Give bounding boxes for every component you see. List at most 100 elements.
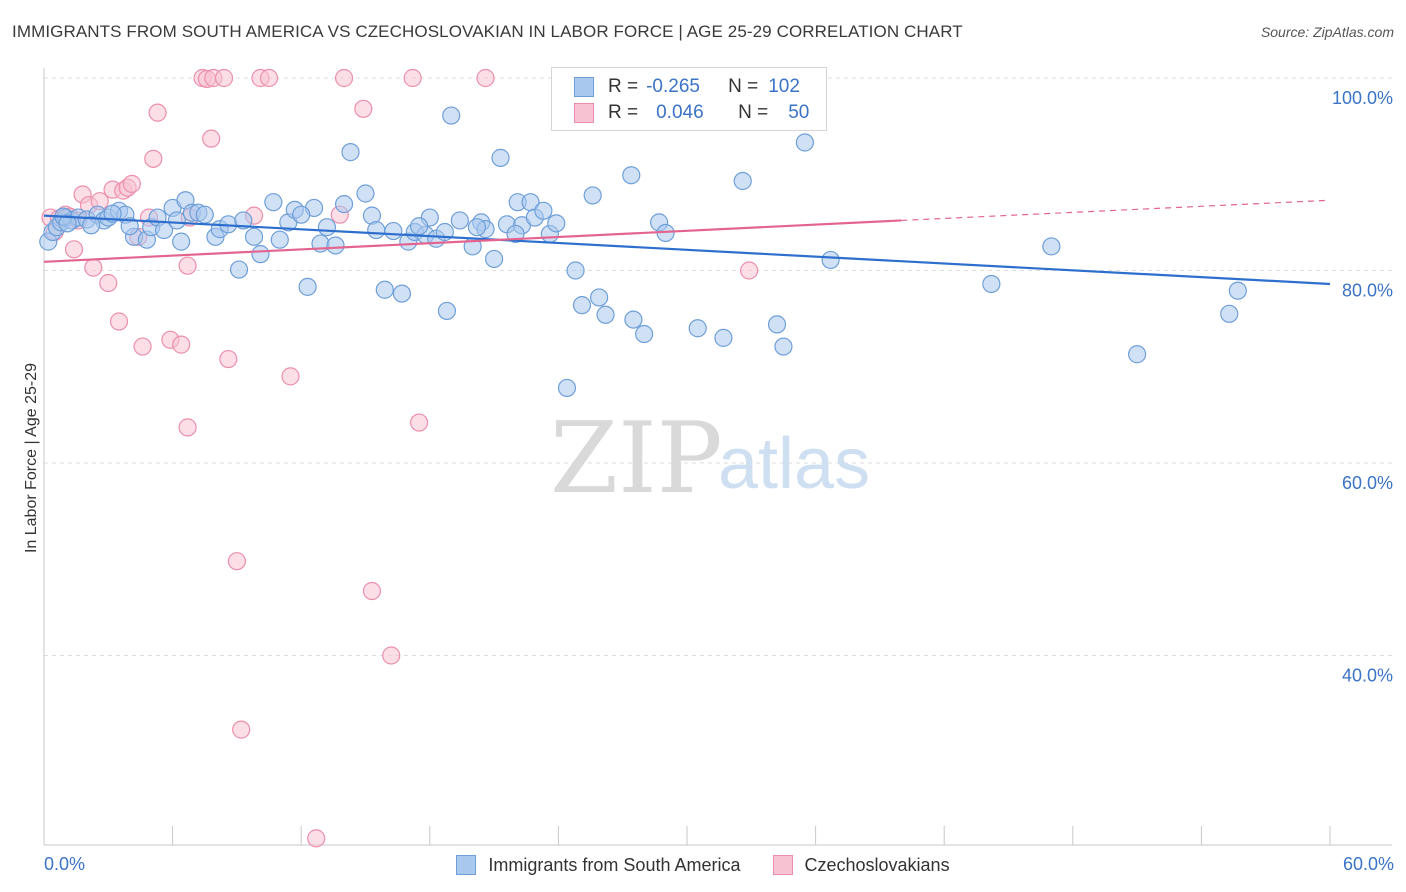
south-america-point: [341, 143, 360, 162]
y-tick-label: 40.0%: [1342, 666, 1393, 686]
south-america-point: [1228, 281, 1247, 300]
y-tick-labels: 100.0% 80.0% 60.0% 40.0%: [1332, 88, 1393, 686]
czechoslovakian-point: [403, 68, 422, 88]
series-legend: Immigrants from South America Czechoslov…: [0, 852, 1406, 878]
czechoslovakian-point: [476, 68, 495, 88]
czechoslovakian-point: [122, 174, 141, 193]
czechoslovakian-point: [362, 581, 382, 601]
south-america-point: [334, 194, 354, 214]
legend-label: Immigrants from South America: [488, 854, 741, 875]
n-value: 50: [788, 102, 810, 123]
czechoslovakian-point: [109, 312, 129, 331]
czechoslovakian-point: [307, 829, 326, 848]
czechoslovakian-point: [99, 273, 118, 293]
czechoslovakian-point: [354, 99, 373, 118]
south-america-trend-line: [43, 214, 1331, 286]
south-america-point: [437, 301, 457, 321]
south-america-point: [821, 250, 840, 270]
czechoslovakian-point: [281, 367, 300, 386]
legend-label: Czechoslovakians: [804, 854, 950, 875]
czechoslovakian-point: [64, 240, 84, 259]
south-america-point: [596, 305, 615, 324]
y-axis-label: In Labor Force | Age 25-29: [23, 363, 40, 553]
r-label: R =: [608, 76, 639, 97]
czechoslovakian-point: [219, 349, 238, 369]
south-america-point: [767, 315, 787, 334]
trend-lines: [43, 199, 1331, 286]
czechoslovakian-trend-extension: [901, 199, 1331, 222]
y-tick-label: 80.0%: [1342, 281, 1393, 301]
y-tick-label: 100.0%: [1332, 88, 1393, 108]
stats-row-czechoslovakians: R = 0.046 N = 50: [574, 100, 809, 126]
south-america-point: [714, 328, 733, 347]
south-america-point: [733, 171, 752, 191]
czechoslovakian-point: [202, 129, 221, 148]
czechoslovakian-point: [382, 646, 401, 665]
south-america-point: [566, 261, 585, 280]
south-america-point: [485, 249, 504, 269]
chart-title: IMMIGRANTS FROM SOUTH AMERICA VS CZECHOS…: [12, 22, 963, 41]
south-america-point: [982, 274, 1001, 294]
south-america-point: [356, 184, 375, 203]
south-america-point: [557, 378, 577, 398]
south-america-point: [547, 214, 566, 233]
czechoslovakian-point: [259, 68, 279, 88]
x-tick-label-min: 0.0%: [44, 854, 85, 874]
czechoslovakian-point: [334, 68, 354, 88]
south-america-point: [572, 296, 592, 315]
pink-swatch-icon: [574, 103, 594, 123]
south-america-point: [375, 280, 394, 299]
south-america-point: [442, 106, 461, 125]
south-america-point: [270, 230, 289, 249]
south-america-point: [467, 218, 487, 237]
south-america-point: [82, 216, 101, 235]
czechoslovakian-trend-line: [43, 219, 902, 263]
r-value: 0.046: [656, 102, 704, 123]
r-label: R =: [608, 102, 639, 123]
south-america-point: [264, 193, 283, 212]
south-america-point: [292, 205, 311, 224]
stats-row-south-america: R = -0.265 N = 102: [574, 74, 800, 100]
south-america-point: [774, 337, 793, 356]
watermark-zip: ZIP: [550, 402, 723, 516]
south-america-point: [392, 284, 412, 303]
legend-item-czechoslovakians[interactable]: Czechoslovakians: [772, 854, 950, 876]
south-america-point: [317, 218, 337, 237]
y-tick-label: 60.0%: [1342, 473, 1393, 493]
south-america-point: [590, 288, 609, 307]
south-america-point: [244, 227, 264, 246]
czechoslovakian-point: [178, 418, 197, 437]
x-tick-label-max: 60.0%: [1343, 854, 1394, 874]
south-america-point: [120, 217, 139, 236]
south-america-point: [1042, 237, 1061, 256]
stats-legend: R = -0.265 N = 102 R = 0.046 N = 50: [551, 67, 827, 131]
n-label: N =: [738, 102, 769, 123]
south-america-point: [1127, 345, 1147, 364]
source-label: Source: ZipAtlas.com: [1260, 24, 1394, 40]
south-america-point: [234, 211, 253, 230]
south-america-point: [583, 186, 602, 205]
czechoslovakian-point: [740, 261, 759, 280]
south-america-point: [367, 220, 386, 240]
south-america-point: [167, 211, 186, 230]
south-america-point: [688, 319, 707, 338]
n-value: 102: [768, 76, 800, 97]
watermark-atlas: atlas: [718, 424, 870, 504]
gridlines: [44, 77, 1392, 656]
czechoslovakian-point: [232, 720, 251, 739]
south-america-point: [450, 211, 469, 230]
r-value: -0.265: [646, 76, 700, 97]
south-america-point: [795, 133, 814, 152]
pink-square-icon: [772, 855, 793, 875]
south-america-point: [58, 214, 77, 233]
south-america-point: [534, 201, 553, 220]
legend-item-south-america[interactable]: Immigrants from South America: [456, 854, 741, 876]
south-america-point: [624, 310, 643, 329]
axes: [43, 68, 1392, 846]
south-america-point: [172, 232, 191, 251]
czechoslovakian-point: [172, 335, 191, 354]
czechoslovakian-point: [409, 413, 429, 432]
blue-square-icon: [456, 855, 477, 875]
south-america-point: [622, 166, 641, 185]
